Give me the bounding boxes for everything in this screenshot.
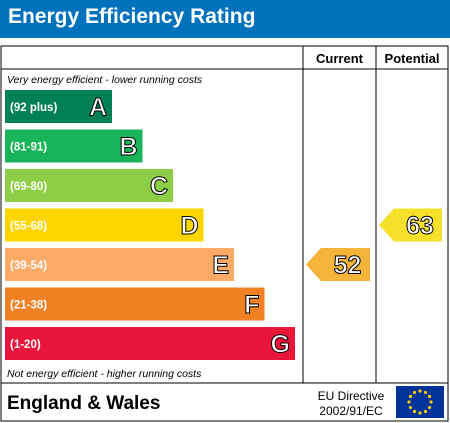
eu-flag-icon — [396, 386, 444, 418]
band-range-f: (21-38) — [10, 300, 47, 312]
band-bar-g — [5, 327, 295, 360]
title-bar: Energy Efficiency Rating — [0, 0, 450, 38]
bottom-note: Not energy efficient - higher running co… — [7, 368, 202, 380]
current-rating-value: 52 — [334, 252, 362, 280]
band-bar-f — [5, 287, 265, 321]
eu-star — [427, 394, 432, 399]
eu-star — [423, 409, 428, 414]
eu-star — [408, 394, 413, 399]
band-letter-a: A — [89, 94, 107, 122]
rating-arrows: 52 63 — [306, 208, 442, 281]
potential-rating-value: 63 — [406, 212, 434, 240]
band-letter-g: G — [271, 331, 290, 359]
top-note: Very energy efficient - lower running co… — [7, 74, 203, 86]
band-range-g: (1-20) — [10, 339, 41, 351]
band-bar-d — [5, 208, 204, 242]
eu-star — [408, 405, 413, 410]
band-letter-f: F — [244, 291, 259, 319]
band-bar-a — [5, 90, 112, 123]
chart-frame — [0, 45, 449, 422]
potential-column-header: Potential — [385, 51, 440, 66]
band-letter-e: E — [212, 252, 229, 280]
band-range-c: (69-80) — [10, 181, 47, 193]
band-bar-e — [5, 248, 234, 281]
eu-star — [412, 409, 417, 414]
eu-star — [423, 390, 428, 395]
band-letter-c: C — [150, 173, 168, 201]
potential-rating-arrow — [379, 208, 442, 242]
directive-line-2: 2002/91/EC — [319, 404, 383, 418]
band-range-b: (81-91) — [10, 142, 47, 154]
band-range-d: (55-68) — [10, 221, 47, 233]
eu-star — [412, 390, 417, 395]
eu-star — [427, 405, 432, 410]
current-column-header: Current — [316, 51, 364, 66]
band-bar-b — [5, 129, 143, 163]
eu-star — [418, 389, 422, 393]
eu-star — [429, 400, 433, 404]
page-title: Energy Efficiency Rating — [8, 5, 256, 28]
band-range-e: (39-54) — [10, 260, 47, 272]
eu-star — [407, 400, 411, 404]
region-label: England & Wales — [7, 393, 160, 414]
rating-bands: (92 plus) A (81-91) B (69-80) C (55-68) D (39-54… — [5, 90, 295, 360]
energy-rating-chart: Current Potential Very energy efficient … — [0, 45, 449, 422]
band-range-a: (92 plus) — [10, 102, 57, 114]
band-letter-b: B — [119, 133, 137, 161]
band-bar-c — [5, 169, 173, 202]
current-rating-arrow — [306, 248, 370, 281]
eu-star — [418, 411, 422, 415]
band-letter-d: D — [180, 212, 198, 240]
directive-line-1: EU Directive — [318, 389, 385, 403]
